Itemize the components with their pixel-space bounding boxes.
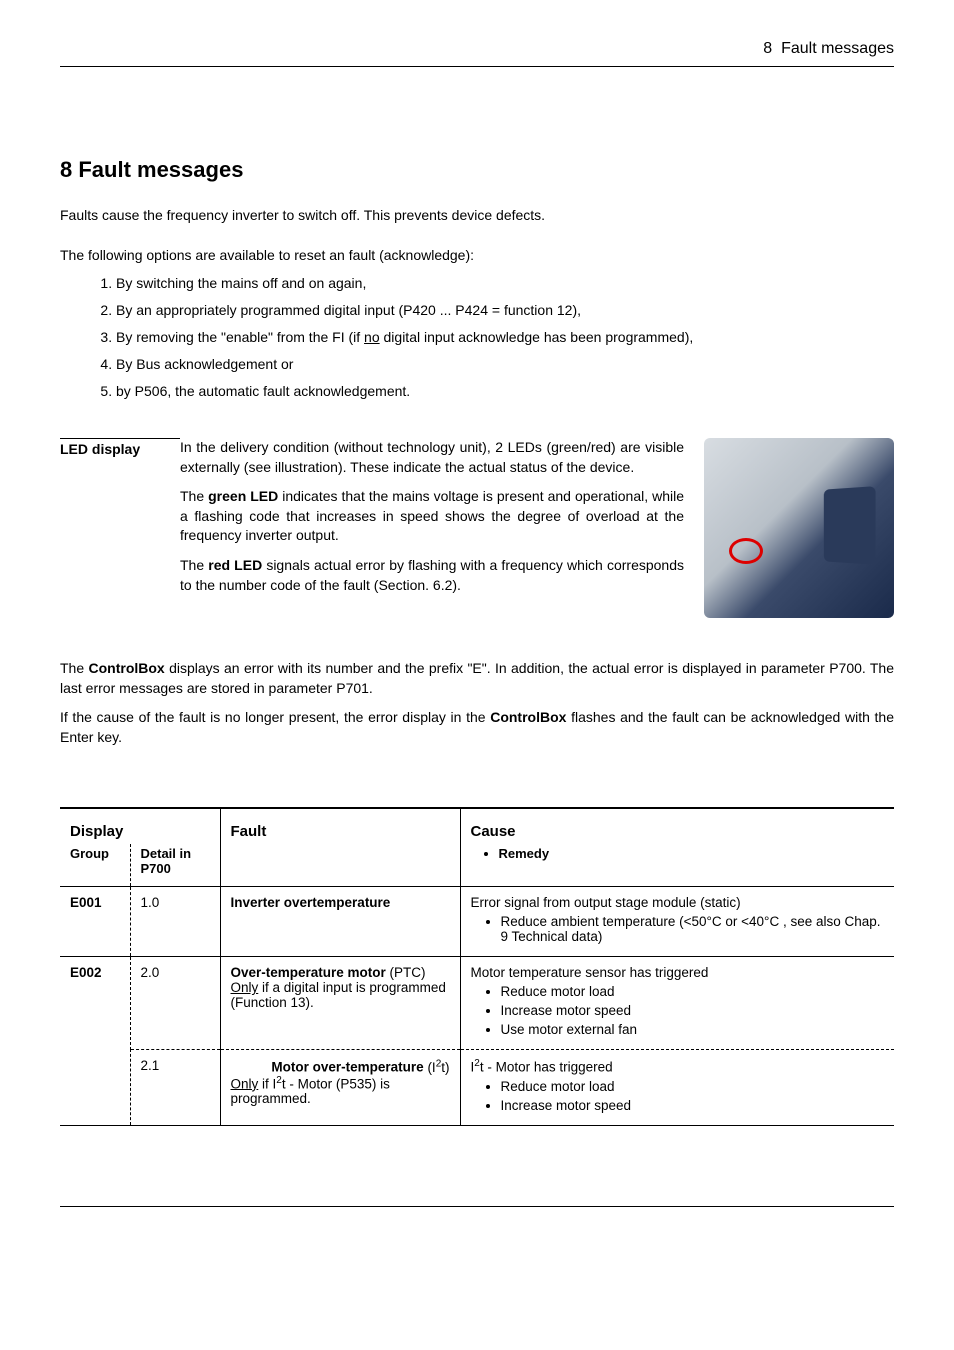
- cell-fault: Motor over-temperature (I2t) Only if I2t…: [220, 1050, 460, 1126]
- cell-detail: 2.1: [130, 1050, 220, 1126]
- intro-text: Faults cause the frequency inverter to s…: [60, 207, 894, 223]
- cell-cause: Motor temperature sensor has triggered R…: [460, 957, 894, 1050]
- reset-item-3: By removing the "enable" from the FI (if…: [116, 327, 894, 348]
- controlbox-section: The ControlBox displays an error with it…: [60, 658, 894, 747]
- reset-list: By switching the mains off and on again,…: [116, 273, 894, 402]
- table-subheader-row: Group Detail in P700 Remedy: [60, 844, 894, 887]
- cell-fault: Over-temperature motor (PTC) Only if a d…: [220, 957, 460, 1050]
- table-row: E002 2.0 Over-temperature motor (PTC) On…: [60, 957, 894, 1050]
- cell-cause: I2t - Motor has triggered Reduce motor l…: [460, 1050, 894, 1126]
- fault-table: Display Fault Cause Group Detail in P700…: [60, 807, 894, 1126]
- led-label: LED display: [60, 438, 180, 457]
- led-text: In the delivery condition (without techn…: [180, 438, 704, 605]
- th-display: Display: [60, 808, 220, 844]
- page-header: 8 Fault messages: [60, 40, 894, 67]
- th-remedy: Remedy: [460, 844, 894, 887]
- led-p3: The red LED signals actual error by flas…: [180, 556, 684, 595]
- reset-item-4: By Bus acknowledgement or: [116, 354, 894, 375]
- section-title: 8 Fault messages: [60, 157, 894, 183]
- controlbox-p1: The ControlBox displays an error with it…: [60, 658, 894, 699]
- cell-group: E002: [60, 957, 130, 1126]
- th-cause: Cause: [460, 808, 894, 844]
- cell-cause: Error signal from output stage module (s…: [460, 887, 894, 957]
- controlbox-p2: If the cause of the fault is no longer p…: [60, 707, 894, 748]
- led-p1: In the delivery condition (without techn…: [180, 438, 684, 477]
- header-chapter: 8: [763, 40, 772, 57]
- th-fault: Fault: [220, 808, 460, 844]
- cell-fault: Inverter overtemperature: [220, 887, 460, 957]
- cell-detail: 1.0: [130, 887, 220, 957]
- reset-item-5: by P506, the automatic fault acknowledge…: [116, 381, 894, 402]
- cell-group: E001: [60, 887, 130, 957]
- led-p2: The green LED indicates that the mains v…: [180, 487, 684, 546]
- reset-item-1: By switching the mains off and on again,: [116, 273, 894, 294]
- led-section: LED display In the delivery condition (w…: [60, 438, 894, 618]
- cell-detail: 2.0: [130, 957, 220, 1050]
- reset-intro: The following options are available to r…: [60, 247, 894, 263]
- th-group: Group: [60, 844, 130, 887]
- footer-rule: [60, 1206, 894, 1207]
- header-title: Fault messages: [781, 40, 894, 57]
- table-row: 2.1 Motor over-temperature (I2t) Only if…: [60, 1050, 894, 1126]
- table-row: E001 1.0 Inverter overtemperature Error …: [60, 887, 894, 957]
- th-detail: Detail in P700: [130, 844, 220, 887]
- device-illustration: [704, 438, 894, 618]
- reset-item-2: By an appropriately programmed digital i…: [116, 300, 894, 321]
- table-header-row: Display Fault Cause: [60, 808, 894, 844]
